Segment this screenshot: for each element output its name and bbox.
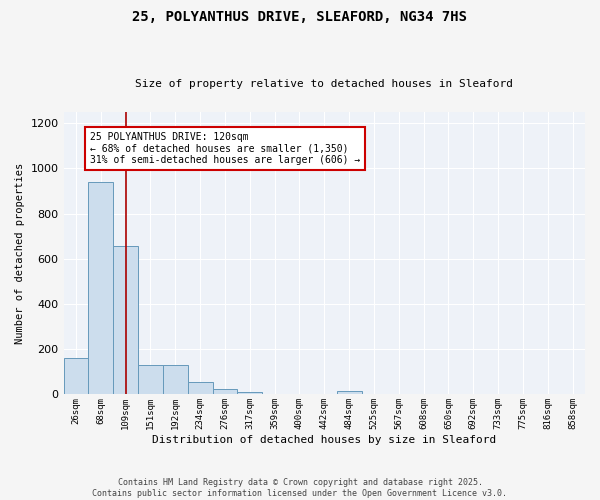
Bar <box>188 382 212 394</box>
Y-axis label: Number of detached properties: Number of detached properties <box>15 162 25 344</box>
Bar <box>212 389 238 394</box>
Bar <box>138 365 163 394</box>
Text: 25 POLYANTHUS DRIVE: 120sqm
← 68% of detached houses are smaller (1,350)
31% of : 25 POLYANTHUS DRIVE: 120sqm ← 68% of det… <box>89 132 360 165</box>
Title: Size of property relative to detached houses in Sleaford: Size of property relative to detached ho… <box>135 79 513 89</box>
Text: 25, POLYANTHUS DRIVE, SLEAFORD, NG34 7HS: 25, POLYANTHUS DRIVE, SLEAFORD, NG34 7HS <box>133 10 467 24</box>
Bar <box>163 365 188 394</box>
Bar <box>64 358 88 394</box>
Bar <box>238 392 262 394</box>
Bar <box>337 391 362 394</box>
X-axis label: Distribution of detached houses by size in Sleaford: Distribution of detached houses by size … <box>152 435 496 445</box>
Text: Contains HM Land Registry data © Crown copyright and database right 2025.
Contai: Contains HM Land Registry data © Crown c… <box>92 478 508 498</box>
Bar <box>113 246 138 394</box>
Bar <box>88 182 113 394</box>
